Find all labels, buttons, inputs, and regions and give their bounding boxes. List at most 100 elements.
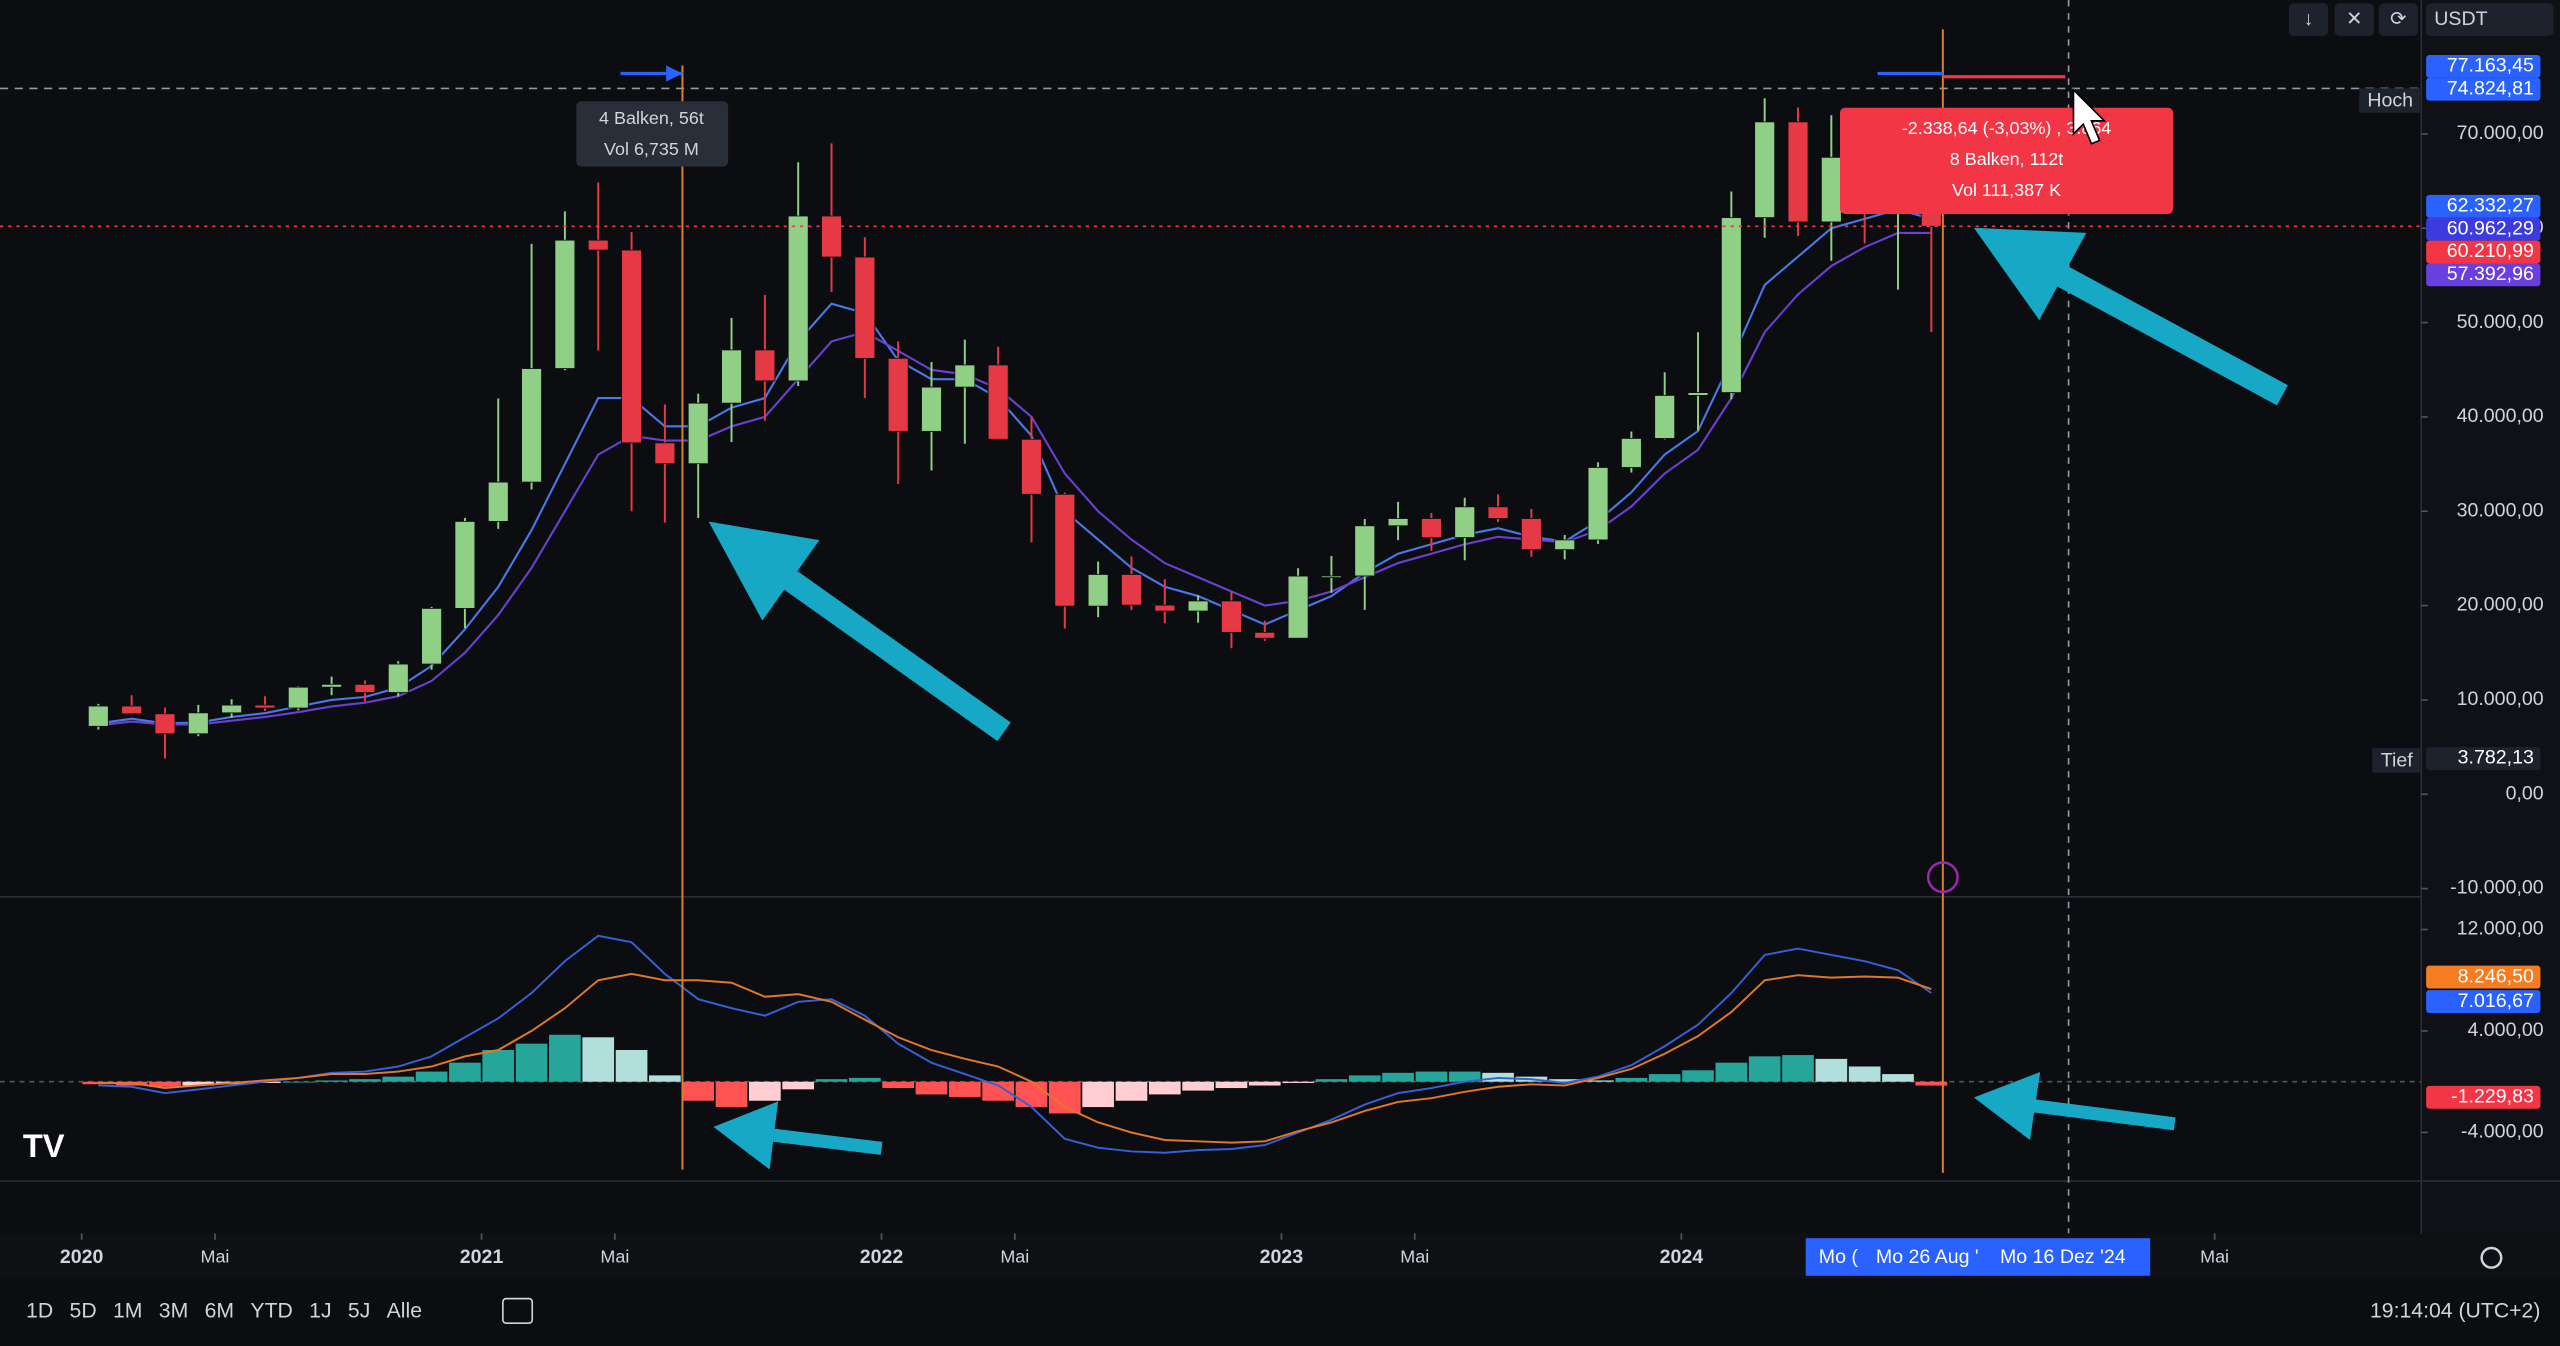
candle-body (687, 402, 709, 465)
low-label: Tief (2381, 749, 2413, 771)
histogram-bar (1782, 1055, 1814, 1082)
x-tick-label: 2022 (860, 1246, 904, 1268)
date-range-icon[interactable] (502, 1297, 534, 1324)
candle-body (654, 442, 676, 465)
indicator-marker (2426, 965, 2541, 989)
signal-line (98, 972, 1932, 1144)
price-axis (2421, 0, 2560, 1234)
candle-body (1520, 518, 1542, 551)
indicator-marker-label: 8.246,50 (2458, 965, 2534, 987)
candle-body (1187, 600, 1209, 612)
candle-body (1321, 575, 1342, 578)
range-button[interactable]: YTD (250, 1299, 292, 1322)
histogram-bar (1448, 1071, 1481, 1082)
candle-body (1254, 631, 1276, 639)
event-icon[interactable] (1926, 861, 1959, 894)
currency-select[interactable] (2426, 3, 2554, 36)
arrow-head (708, 521, 820, 621)
histogram-bar (1082, 1081, 1114, 1108)
arrow-head (1973, 1071, 2041, 1141)
arrow-shaft (2056, 266, 2288, 406)
measure-box (576, 101, 729, 167)
icon: ↓ (2304, 8, 2314, 30)
candle-body (487, 481, 509, 522)
candle-body (887, 357, 909, 432)
y-tick-label: -10.000,00 (2450, 877, 2544, 899)
range-button[interactable]: 1J (309, 1299, 331, 1322)
range-button[interactable]: 3M (159, 1299, 188, 1322)
histogram-bar (1648, 1074, 1681, 1082)
price-marker (2426, 54, 2541, 78)
candle-body (987, 364, 1009, 440)
arrow-shaft (2033, 1099, 2176, 1131)
histogram-bar (415, 1071, 448, 1082)
histogram-bar (948, 1081, 981, 1097)
histogram-bar (315, 1080, 348, 1082)
indicator-marker (2426, 990, 2541, 1014)
histogram-bar (615, 1050, 648, 1082)
range-button[interactable]: Alle (387, 1299, 422, 1322)
arrow-head (1973, 227, 2087, 321)
date-highlight (1805, 1238, 2151, 1276)
histogram-bar (1048, 1081, 1081, 1114)
candle-body (1587, 467, 1609, 541)
histogram-bar (815, 1079, 848, 1082)
candle-body (1387, 518, 1409, 527)
range-button[interactable]: 5J (348, 1299, 370, 1322)
candle-body (821, 215, 842, 258)
reset-button[interactable] (2378, 3, 2418, 36)
range-button[interactable]: 1D (26, 1299, 53, 1322)
y-tick-label: -4.000,00 (2461, 1121, 2544, 1143)
histogram-bar (1415, 1071, 1448, 1082)
price-marker (2426, 263, 2541, 287)
candle-body (254, 704, 276, 709)
histogram-bar (1715, 1062, 1748, 1082)
cursor (2072, 87, 2107, 145)
macd-line (98, 934, 1932, 1154)
y-tick-label: 20.000,00 (2457, 594, 2544, 616)
settings-icon[interactable] (2480, 1246, 2503, 1269)
candle-body (921, 386, 942, 432)
price-marker-label: 3.782,13 (2458, 747, 2534, 769)
arrow-head (713, 1101, 779, 1170)
range-button[interactable]: 6M (205, 1299, 234, 1322)
scroll-button[interactable] (2288, 3, 2329, 36)
histogram-bar (149, 1081, 181, 1087)
histogram-bar (549, 1034, 581, 1082)
candle-body (1620, 438, 1642, 468)
candle-body (521, 368, 542, 483)
indicator-marker (2426, 1085, 2541, 1109)
histogram-bar (1115, 1081, 1148, 1101)
price-marker-label: 57.392,96 (2447, 263, 2534, 285)
histogram-bar (1682, 1070, 1714, 1082)
price-marker (2426, 240, 2541, 264)
price-marker (2426, 217, 2541, 241)
price-marker-label: 77.163,45 (2447, 55, 2534, 77)
candle-body (1554, 539, 1576, 551)
currency: USDT (2434, 8, 2487, 30)
arrow-shaft (783, 570, 1011, 742)
histogram-bar (882, 1081, 915, 1089)
candle-body (1487, 506, 1509, 519)
y-tick-label: 10.000,00 (2457, 688, 2544, 710)
histogram-bar (1182, 1081, 1214, 1091)
candle-body (1354, 525, 1376, 577)
candle-body (587, 239, 609, 251)
histogram-bar (1548, 1079, 1581, 1082)
candle-body (321, 683, 343, 688)
candle-body (387, 663, 409, 693)
close-button[interactable] (2334, 3, 2374, 36)
range-button[interactable]: 1M (113, 1299, 142, 1322)
y-tick-label: 30.000,00 (2457, 499, 2544, 521)
annotation-arrows (708, 227, 2288, 1170)
x-tick-label: Mai (1400, 1247, 1429, 1267)
histogram-bar (1848, 1066, 1881, 1082)
measure-volume: Vol 111,387 K (1952, 180, 2061, 200)
candle-body (1787, 121, 1809, 223)
range-button[interactable]: 5D (70, 1299, 97, 1322)
candle-body (554, 239, 576, 369)
date-label: Mo 26 Aug ' (1876, 1246, 1979, 1268)
x-tick-label: Mai (2200, 1247, 2229, 1267)
histogram-bar (1615, 1077, 1648, 1082)
